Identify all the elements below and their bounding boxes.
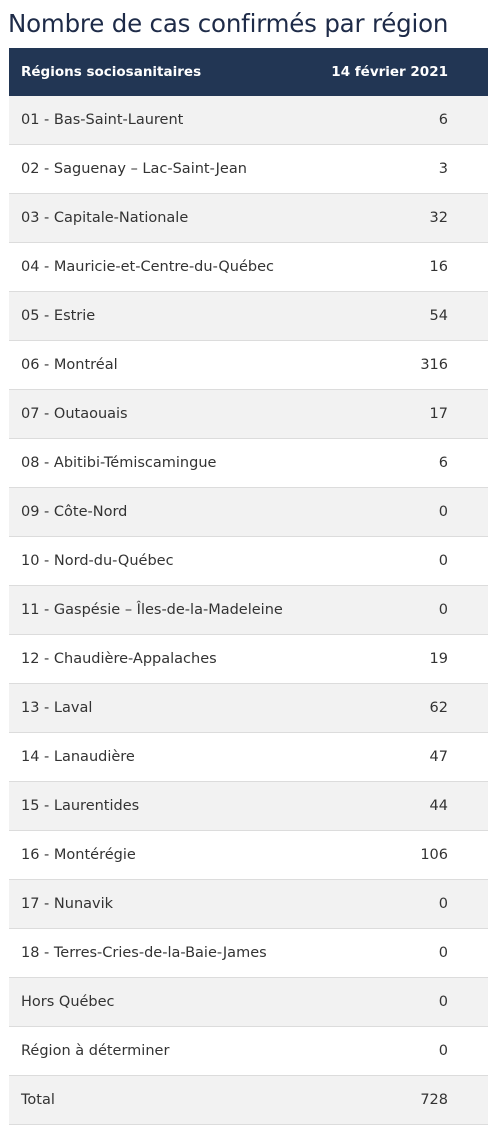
region-name: Hors Québec	[21, 994, 115, 1010]
table-row: 04 - Mauricie-et-Centre-du-Québec 16	[9, 243, 488, 292]
region-name: 10 - Nord-du-Québec	[21, 553, 174, 569]
region-name: 14 - Lanaudière	[21, 749, 135, 765]
table-row: 09 - Côte-Nord 0	[9, 488, 488, 537]
table-row: Hors Québec 0	[9, 978, 488, 1027]
region-name: 01 - Bas-Saint-Laurent	[21, 112, 184, 128]
table-row: 10 - Nord-du-Québec 0	[9, 537, 488, 586]
table-row: Total 728	[9, 1076, 488, 1125]
case-count: 16	[429, 259, 448, 275]
region-name: Région à déterminer	[21, 1043, 170, 1059]
table-row: Région à déterminer 0	[9, 1027, 488, 1076]
region-name: 05 - Estrie	[21, 308, 96, 324]
region-name: 07 - Outaouais	[21, 406, 128, 422]
region-name: 16 - Montérégie	[21, 847, 136, 863]
case-count: 44	[429, 798, 448, 814]
case-count: 54	[429, 308, 448, 324]
page-title: Nombre de cas confirmés par région	[8, 9, 449, 38]
table-row: 18 - Terres-Cries-de-la-Baie-James 0	[9, 929, 488, 978]
table-row: 11 - Gaspésie – Îles-de-la-Madeleine 0	[9, 586, 488, 635]
table-row: 14 - Lanaudière 47	[9, 733, 488, 782]
region-name: 04 - Mauricie-et-Centre-du-Québec	[21, 259, 274, 275]
region-name: 11 - Gaspésie – Îles-de-la-Madeleine	[21, 602, 283, 618]
table-row: 06 - Montréal 316	[9, 341, 488, 390]
header-date: 14 février 2021	[331, 64, 448, 80]
region-name: 02 - Saguenay – Lac-Saint-Jean	[21, 161, 247, 177]
case-count: 17	[429, 406, 448, 422]
region-name: Total	[21, 1092, 55, 1108]
case-count: 19	[429, 651, 448, 667]
case-count: 0	[438, 504, 448, 520]
region-name: 06 - Montréal	[21, 357, 118, 373]
region-name: 18 - Terres-Cries-de-la-Baie-James	[21, 945, 267, 961]
case-count: 47	[429, 749, 448, 765]
region-name: 08 - Abitibi-Témiscamingue	[21, 455, 217, 471]
table-row: 17 - Nunavik 0	[9, 880, 488, 929]
case-count: 6	[438, 455, 448, 471]
case-count: 32	[429, 210, 448, 226]
case-count: 0	[438, 994, 448, 1010]
case-count: 62	[429, 700, 448, 716]
table-body: 01 - Bas-Saint-Laurent 6 02 - Saguenay – L…	[9, 96, 488, 1125]
case-count: 316	[420, 357, 448, 373]
table-row: 01 - Bas-Saint-Laurent 6	[9, 96, 488, 145]
region-name: 12 - Chaudière-Appalaches	[21, 651, 217, 667]
case-count: 3	[438, 161, 448, 177]
cases-table: Régions sociosanitaires 14 février 2021 …	[9, 48, 488, 1125]
case-count: 728	[420, 1092, 448, 1108]
header-region: Régions sociosanitaires	[21, 64, 202, 80]
region-name: 17 - Nunavik	[21, 896, 114, 912]
region-name: 09 - Côte-Nord	[21, 504, 128, 520]
region-name: 15 - Laurentides	[21, 798, 140, 814]
case-count: 6	[438, 112, 448, 128]
case-count: 0	[438, 896, 448, 912]
table-header: Régions sociosanitaires 14 février 2021	[9, 48, 488, 96]
case-count: 0	[438, 1043, 448, 1059]
table-row: 05 - Estrie 54	[9, 292, 488, 341]
region-name: 03 - Capitale-Nationale	[21, 210, 189, 226]
table-row: 16 - Montérégie 106	[9, 831, 488, 880]
table-row: 15 - Laurentides 44	[9, 782, 488, 831]
case-count: 0	[438, 553, 448, 569]
table-row: 12 - Chaudière-Appalaches 19	[9, 635, 488, 684]
case-count: 0	[438, 602, 448, 618]
table-row: 07 - Outaouais 17	[9, 390, 488, 439]
table-row: 03 - Capitale-Nationale 32	[9, 194, 488, 243]
case-count: 0	[438, 945, 448, 961]
case-count: 106	[420, 847, 448, 863]
region-name: 13 - Laval	[21, 700, 93, 716]
table-row: 02 - Saguenay – Lac-Saint-Jean 3	[9, 145, 488, 194]
table-row: 13 - Laval 62	[9, 684, 488, 733]
table-row: 08 - Abitibi-Témiscamingue 6	[9, 439, 488, 488]
